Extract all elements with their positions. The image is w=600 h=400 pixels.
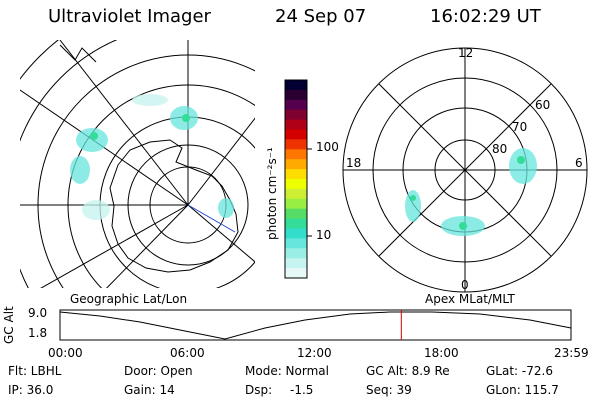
colorbar-segment	[285, 129, 307, 140]
filter-info: Flt: LBHL	[8, 364, 62, 378]
colorbar-segment	[285, 208, 307, 220]
mode-info: Mode: Normal	[245, 364, 329, 378]
colorbar-segment	[285, 119, 307, 130]
x-tick-1800: 18:00	[424, 346, 459, 360]
colorbar-segment	[285, 89, 307, 101]
colorbar-segment	[285, 258, 307, 269]
colorbar-segment	[285, 109, 307, 121]
colorbar-segment	[285, 228, 307, 239]
colorbar-segment	[285, 179, 307, 190]
colorbar-segment	[285, 198, 307, 210]
colorbar-segment	[285, 248, 307, 259]
date-label: 24 Sep 07	[275, 6, 367, 27]
colorbar-segment	[285, 169, 307, 180]
colorbar-segment	[285, 218, 307, 229]
imager-title: Ultraviolet Imager	[48, 6, 211, 27]
colorbar-segment	[285, 99, 307, 111]
door-info: Door: Open	[124, 364, 193, 378]
colorbar-tick-100: 100	[316, 140, 339, 154]
gc-alt-info: GC Alt: 8.9 Re	[366, 364, 450, 378]
gain-info: Gain: 14	[124, 383, 175, 397]
colorbar-segment	[285, 238, 307, 249]
glat-info: GLat: -72.6	[486, 364, 553, 378]
x-tick-0000: 00:00	[48, 346, 83, 360]
colorbar-segment	[285, 139, 307, 150]
colorbar-segment	[285, 80, 307, 91]
x-tick-0600: 06:00	[170, 346, 205, 360]
colorbar-segment	[285, 159, 307, 170]
color-bar	[284, 79, 312, 279]
time-label: 16:02:29 UT	[430, 6, 541, 27]
colorbar-segment	[285, 149, 307, 160]
y-tick-9: 9.0	[28, 306, 48, 320]
colorbar-tick-10: 10	[316, 228, 332, 242]
colorbar-unit-label: photon cm⁻²s⁻¹	[265, 147, 279, 240]
colorbar-segment	[285, 268, 307, 279]
gc-alt-axis-label: GC Alt	[2, 306, 16, 344]
apex-label: Apex MLat/MLT	[425, 292, 515, 306]
mlt-label-6: 6	[575, 156, 583, 170]
dsp-info-label: Dsp:	[245, 383, 273, 397]
ip-info: IP: 36.0	[8, 383, 54, 397]
glon-info: GLon: 115.7	[486, 383, 559, 397]
mlt-label-0: 0	[461, 278, 469, 292]
x-tick-2359: 23:59	[554, 346, 589, 360]
mlt-label-12: 12	[458, 46, 474, 60]
polar-plot	[342, 47, 588, 293]
dsp-info-value: -1.5	[290, 383, 314, 397]
mlat-label-60: 60	[535, 98, 551, 112]
y-tick-1-8: 1.8	[28, 326, 48, 340]
mlat-label-80: 80	[492, 142, 508, 156]
seq-info: Seq: 39	[366, 383, 412, 397]
x-tick-1200: 12:00	[297, 346, 332, 360]
mlat-label-70: 70	[512, 120, 528, 134]
altitude-timeline	[59, 309, 572, 341]
colorbar-segment	[285, 188, 307, 200]
geographic-map	[20, 40, 255, 288]
geographic-label: Geographic Lat/Lon	[70, 292, 188, 306]
mlt-label-18: 18	[346, 156, 362, 170]
